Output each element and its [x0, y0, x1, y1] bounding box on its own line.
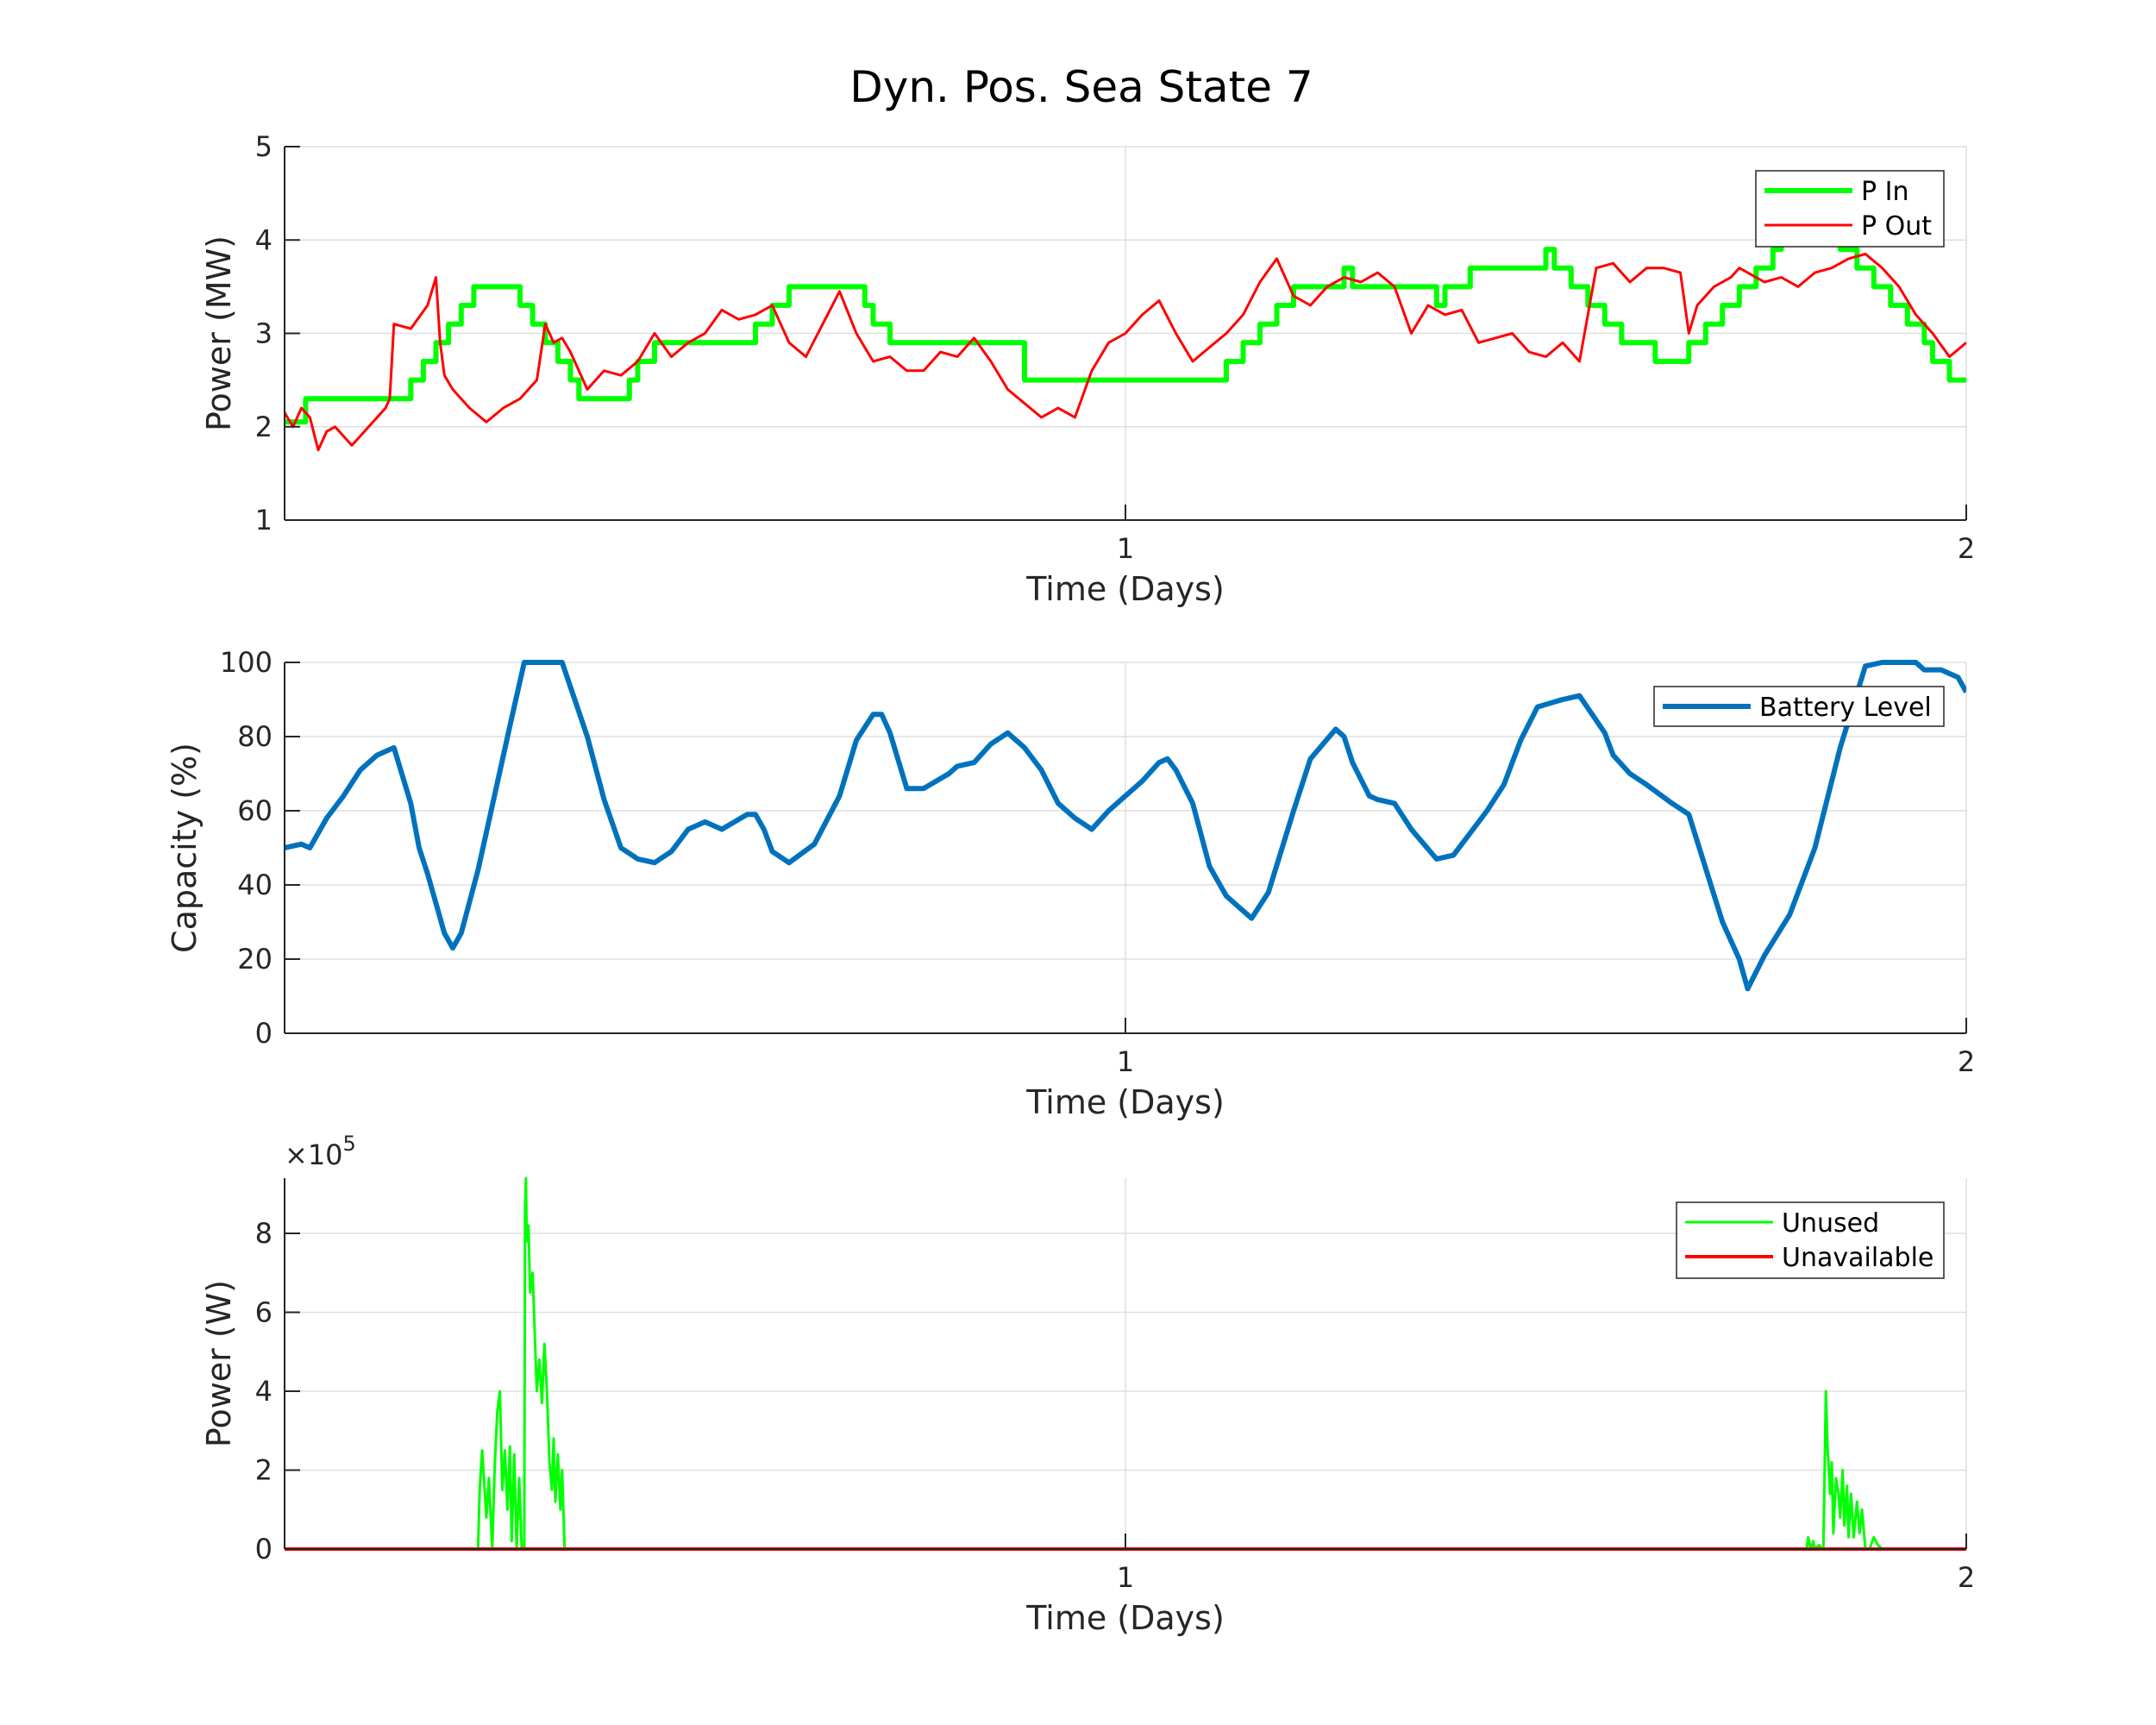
series-group: [285, 660, 1966, 992]
y-tick-label: 80: [237, 720, 273, 753]
y-tick-label: 8: [255, 1217, 273, 1250]
x-tick-label: 1: [1117, 532, 1134, 565]
legend-box: [1676, 1201, 1945, 1279]
y-tick-label: 6: [255, 1296, 273, 1329]
exponent-base: ×10: [285, 1138, 343, 1171]
y-tick-label: 40: [237, 869, 273, 901]
figure-title: Dyn. Pos. Sea State 7: [849, 62, 1313, 112]
legend-box: [1755, 170, 1945, 248]
legend: P In P Out: [1755, 170, 1945, 248]
y-tick-label: 4: [255, 223, 273, 256]
chart-panel-power-w: 0 2 4 6 8 1 2 Time (Days) Power (W) ×105 Unused Una…: [200, 1132, 1975, 1637]
x-axis-label: Time (Days): [1025, 1083, 1225, 1121]
series-line-battery-level: [285, 660, 1966, 992]
y-axis-label: Power (W): [200, 1280, 238, 1447]
legend-label-p-out: P Out: [1861, 211, 1932, 242]
exponent-power: 5: [343, 1132, 356, 1156]
y-tick-label: 0: [255, 1533, 273, 1565]
y-axis-label: Power (MW): [200, 235, 238, 431]
legend: Unused Unavailable: [1676, 1201, 1945, 1279]
legend-label-p-in: P In: [1861, 177, 1909, 207]
legend: Battery Level: [1653, 686, 1945, 727]
y-tick-label: 2: [255, 411, 273, 443]
x-axis-label: Time (Days): [1025, 1599, 1225, 1637]
series-line-p-in: [285, 237, 1966, 425]
x-tick-label: 2: [1958, 532, 1975, 565]
series-line-unused: [285, 1176, 1966, 1551]
legend-label-unused: Unused: [1782, 1208, 1879, 1239]
chart-panel-power-mw: 1 2 3 4 5 1 2 Time (Days) Power (MW) P In P Out: [200, 130, 1975, 608]
x-axis-label: Time (Days): [1025, 570, 1225, 608]
y-tick-label: 0: [255, 1017, 273, 1050]
y-axis-label: Capacity (%): [166, 743, 204, 953]
y-tick-label: 3: [255, 317, 273, 350]
y-tick-label: 1: [255, 504, 273, 536]
y-axis-exponent: ×105: [285, 1132, 356, 1171]
legend-label-battery-level: Battery Level: [1759, 693, 1932, 723]
y-tick-label: 100: [220, 646, 273, 679]
series-line-p-out: [285, 253, 1966, 452]
legend-label-unavailable: Unavailable: [1782, 1243, 1934, 1273]
chart-panel-battery-capacity: 0 20 40 60 80 100 1 2 Time (Days) Capacity (%) Bat…: [166, 646, 1975, 1121]
x-tick-label: 1: [1117, 1561, 1134, 1594]
x-tick-label: 2: [1958, 1561, 1975, 1594]
y-tick-label: 4: [255, 1375, 273, 1408]
y-tick-label: 5: [255, 130, 273, 163]
x-tick-label: 1: [1117, 1045, 1134, 1078]
y-tick-label: 60: [237, 794, 273, 827]
series-group: [285, 237, 1966, 452]
y-tick-label: 2: [255, 1454, 273, 1487]
x-tick-label: 2: [1958, 1045, 1975, 1078]
y-tick-label: 20: [237, 943, 273, 975]
